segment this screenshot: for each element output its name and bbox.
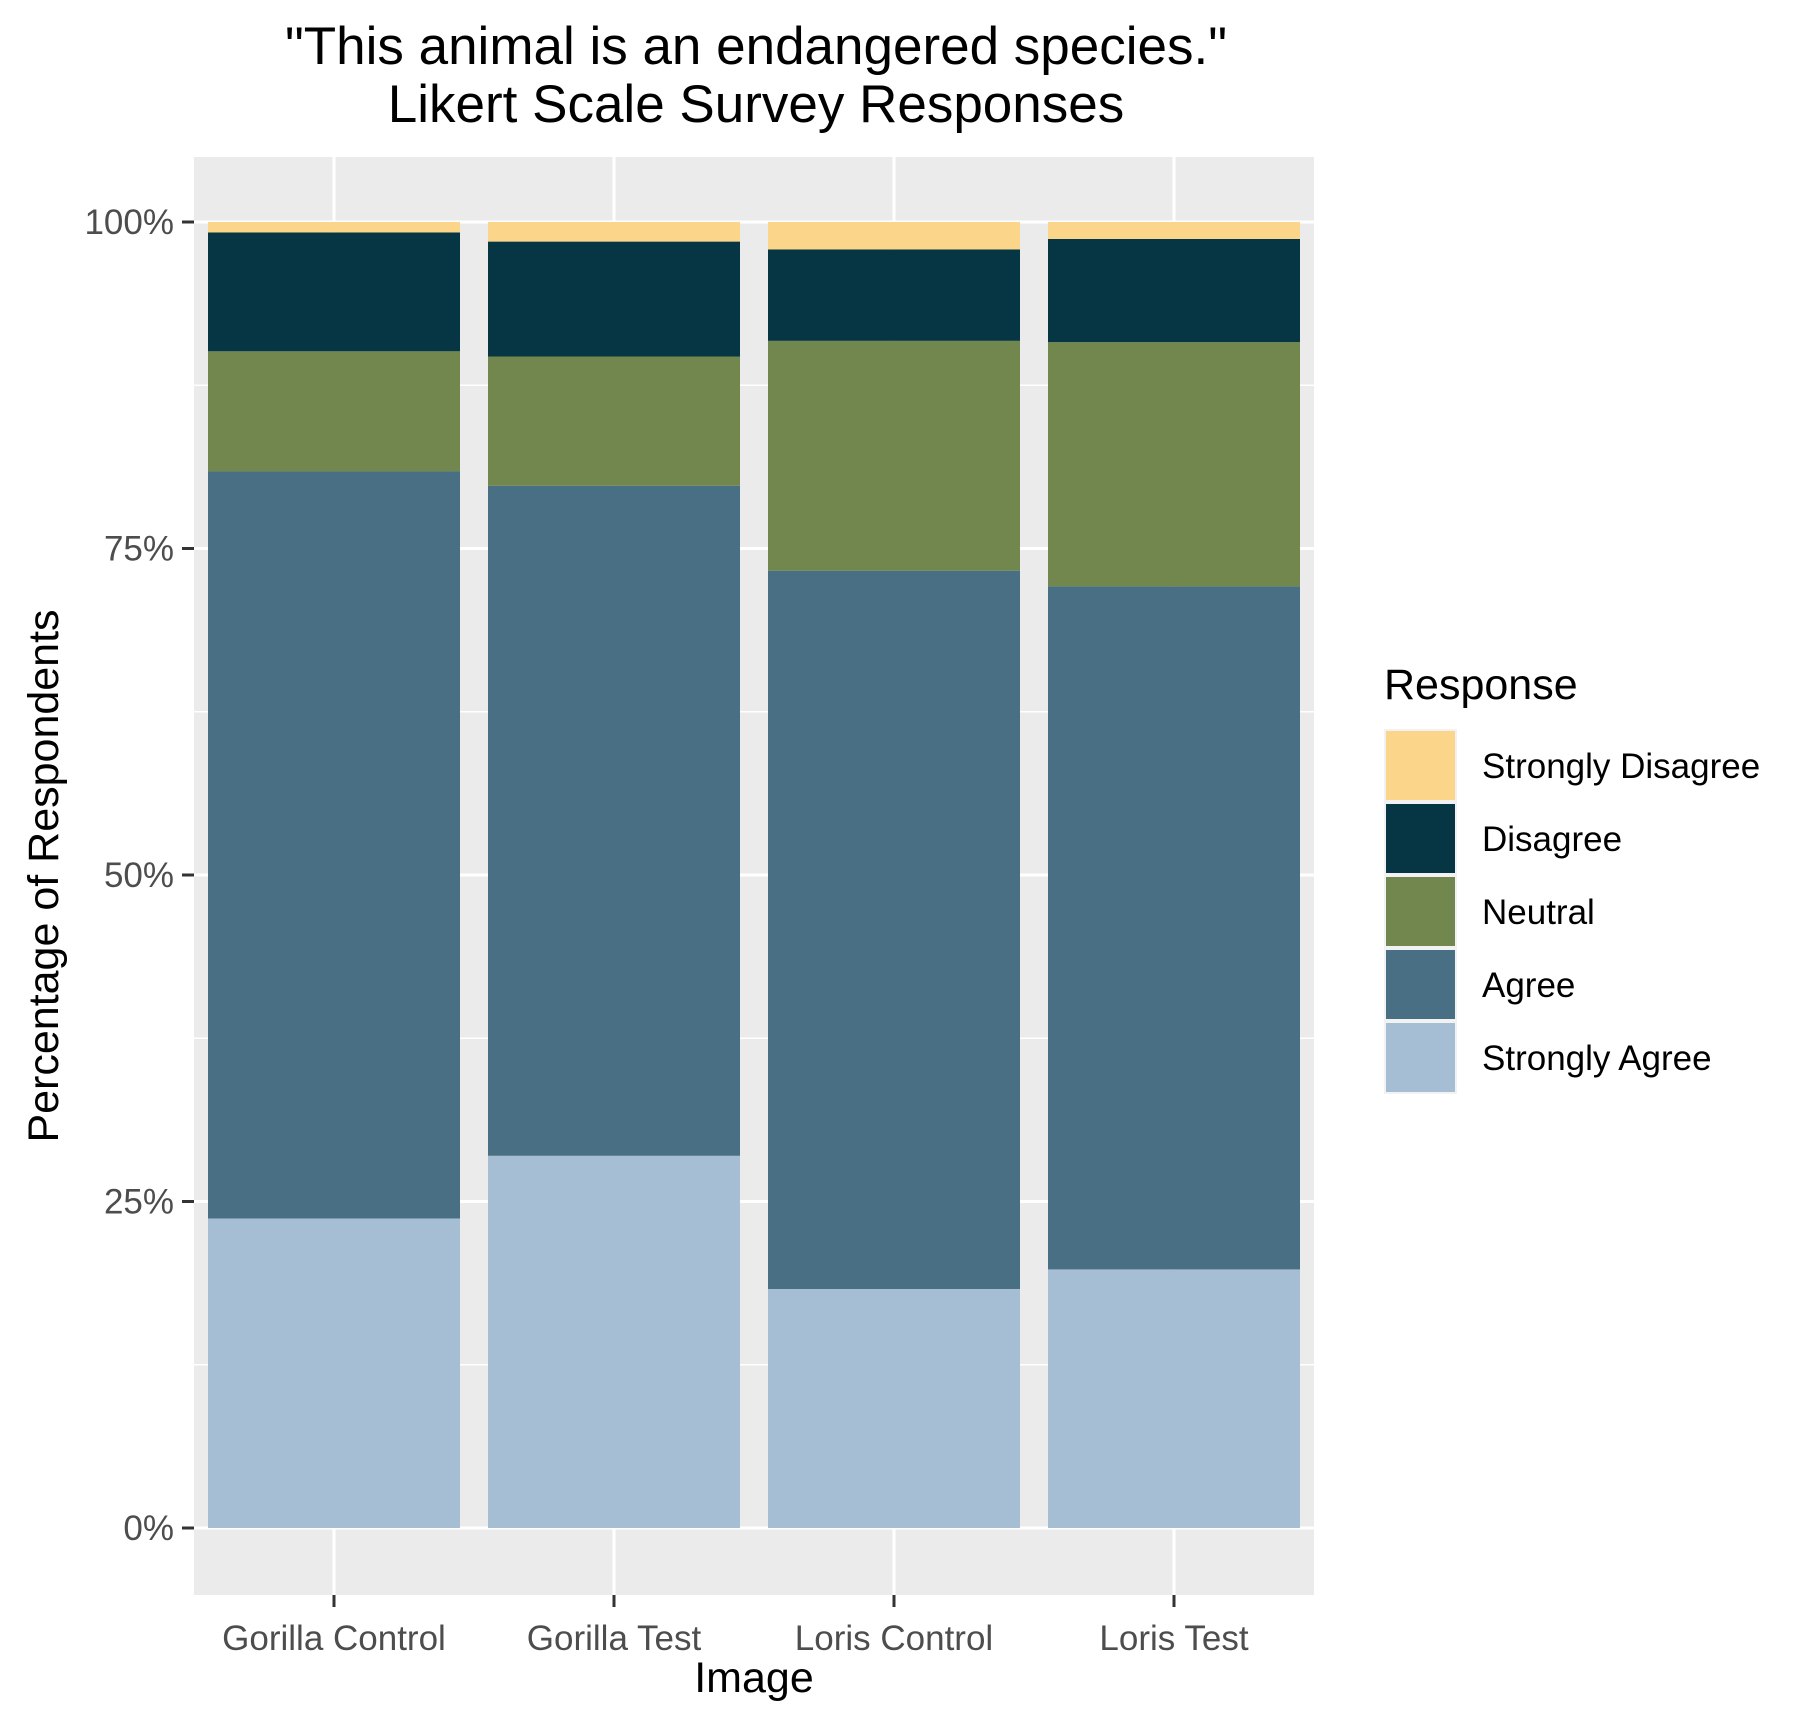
bar-segment-disagree	[208, 232, 460, 352]
bar-segment-neutral	[768, 340, 1020, 571]
bar-segment-neutral	[488, 356, 740, 486]
bar-segment-agree	[768, 570, 1020, 1290]
y-tick-label: 25%	[104, 1183, 174, 1222]
bar-segment-strongly-agree	[488, 1155, 740, 1528]
y-axis: 0% 25% 50% 75% 100%	[84, 203, 194, 1548]
x-tick-label: Gorilla Control	[222, 1619, 446, 1658]
chart-title-line-1: "This animal is an endangered species."	[285, 17, 1227, 76]
bar-segment-neutral	[208, 351, 460, 472]
x-tick-label: Loris Control	[795, 1619, 993, 1658]
bar-segment-strongly-disagree	[1048, 222, 1300, 239]
x-axis: Gorilla Control Gorilla Test Loris Control…	[222, 1595, 1249, 1658]
bar-segment-strongly-agree	[1048, 1269, 1300, 1528]
legend-label: Agree	[1482, 966, 1575, 1005]
x-tick-label: Gorilla Test	[527, 1619, 702, 1658]
legend-label: Strongly Agree	[1482, 1039, 1712, 1078]
legend-swatch-strongly-disagree	[1386, 731, 1455, 800]
x-tick-label: Loris Test	[1099, 1619, 1248, 1658]
y-tick-label: 0%	[123, 1509, 174, 1548]
legend-swatch-neutral	[1386, 877, 1455, 946]
chart-title-line-2: Likert Scale Survey Responses	[388, 75, 1124, 134]
legend-swatch-agree	[1386, 950, 1455, 1019]
y-axis-title: Percentage of Respondents	[20, 609, 68, 1142]
legend-title: Response	[1384, 661, 1578, 709]
bar-segment-disagree	[768, 249, 1020, 341]
y-tick-label: 75%	[104, 530, 174, 569]
bars-group	[208, 222, 1300, 1528]
bar-segment-strongly-disagree	[208, 222, 460, 233]
bar-segment-neutral	[1048, 342, 1300, 587]
bar-segment-disagree	[1048, 238, 1300, 343]
bar-segment-strongly-disagree	[768, 222, 1020, 250]
legend-label: Strongly Disagree	[1482, 747, 1760, 786]
legend-swatch-disagree	[1386, 804, 1455, 873]
legend-label: Neutral	[1482, 893, 1595, 932]
bar-segment-strongly-agree	[208, 1218, 460, 1528]
legend-swatch-strongly-agree	[1386, 1023, 1455, 1092]
bar-segment-agree	[488, 485, 740, 1156]
legend: Response Strongly Disagree Disagree Neutra…	[1384, 661, 1760, 1094]
bar-segment-strongly-agree	[768, 1289, 1020, 1528]
y-tick-label: 50%	[104, 856, 174, 895]
bar-segment-agree	[1048, 586, 1300, 1270]
x-axis-title: Image	[694, 1654, 814, 1702]
legend-label: Disagree	[1482, 820, 1622, 859]
bar-segment-agree	[208, 471, 460, 1219]
bar-segment-strongly-disagree	[488, 222, 740, 242]
bar-segment-disagree	[488, 241, 740, 357]
y-tick-label: 100%	[84, 203, 174, 242]
